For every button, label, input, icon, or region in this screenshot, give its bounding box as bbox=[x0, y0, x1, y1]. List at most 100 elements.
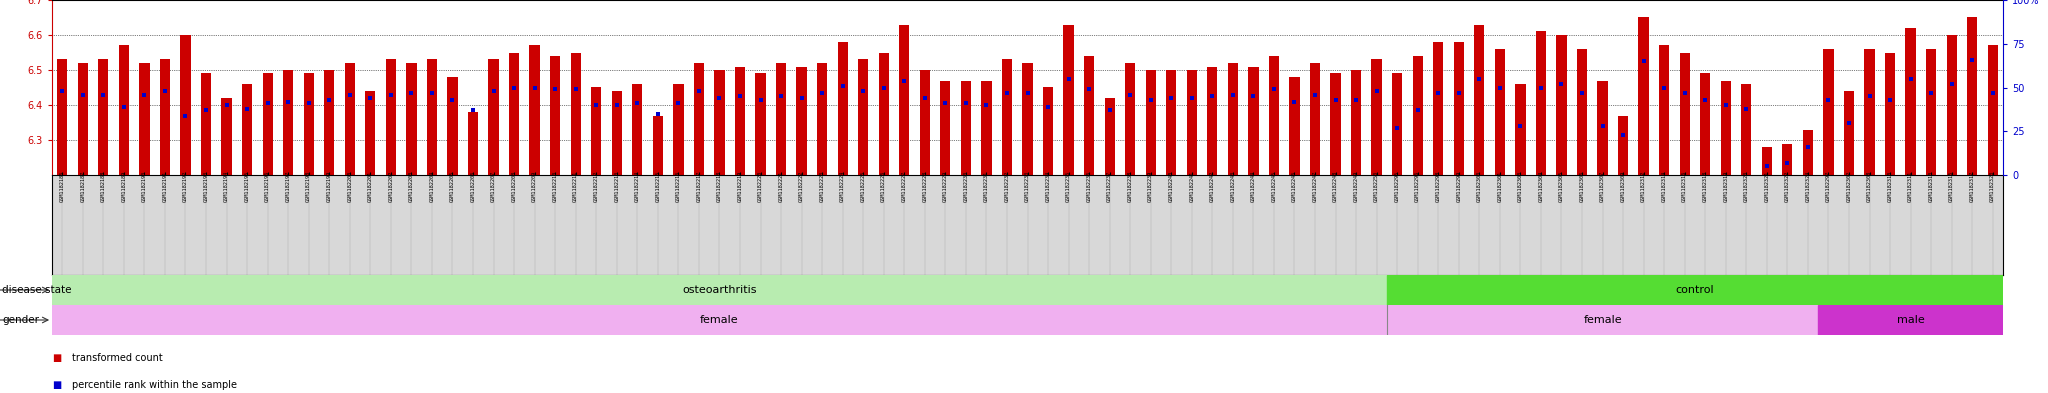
Bar bbox=[838, 42, 848, 175]
Point bbox=[1524, 84, 1556, 91]
Point bbox=[1956, 56, 1989, 62]
Point bbox=[498, 84, 530, 91]
Bar bbox=[1104, 98, 1114, 175]
Bar bbox=[940, 81, 950, 175]
Bar bbox=[1270, 56, 1280, 175]
Point bbox=[1462, 75, 1495, 82]
Bar bbox=[262, 73, 272, 175]
Point bbox=[1176, 95, 1208, 101]
Bar bbox=[1386, 275, 2003, 305]
Bar bbox=[180, 35, 190, 175]
Point bbox=[272, 98, 305, 105]
Bar bbox=[139, 63, 150, 175]
Text: control: control bbox=[1675, 285, 1714, 295]
Bar bbox=[551, 56, 561, 175]
Point bbox=[1935, 81, 1968, 87]
Bar bbox=[221, 98, 231, 175]
Bar bbox=[1905, 28, 1915, 175]
Point bbox=[1915, 90, 1948, 96]
Bar bbox=[510, 53, 520, 175]
Bar bbox=[961, 81, 971, 175]
Point bbox=[1976, 90, 2009, 96]
Point bbox=[764, 93, 797, 99]
Bar bbox=[1823, 49, 1833, 175]
Point bbox=[231, 105, 264, 112]
Point bbox=[1360, 88, 1393, 94]
Bar bbox=[1761, 147, 1772, 175]
Point bbox=[559, 86, 592, 92]
Bar bbox=[1700, 73, 1710, 175]
Bar bbox=[1186, 70, 1196, 175]
Bar bbox=[715, 70, 725, 175]
Point bbox=[621, 100, 653, 107]
Bar bbox=[1413, 56, 1423, 175]
Bar bbox=[653, 116, 664, 175]
Bar bbox=[119, 46, 129, 175]
Bar bbox=[879, 53, 889, 175]
Bar bbox=[385, 59, 395, 175]
Bar bbox=[98, 59, 109, 175]
Text: osteoarthritis: osteoarthritis bbox=[682, 285, 756, 295]
Point bbox=[1380, 125, 1413, 131]
Point bbox=[45, 88, 78, 94]
Point bbox=[1073, 86, 1106, 92]
Point bbox=[1628, 58, 1661, 64]
Point bbox=[846, 88, 879, 94]
Bar bbox=[1989, 46, 1999, 175]
Bar bbox=[426, 59, 436, 175]
Bar bbox=[283, 70, 293, 175]
Point bbox=[1565, 90, 1597, 96]
Point bbox=[1135, 97, 1167, 103]
Bar bbox=[1454, 42, 1464, 175]
Bar bbox=[1386, 305, 1819, 335]
Point bbox=[889, 77, 922, 84]
Point bbox=[971, 102, 1004, 108]
Bar bbox=[1884, 53, 1894, 175]
Point bbox=[1217, 91, 1249, 97]
Point bbox=[395, 90, 428, 96]
Point bbox=[477, 88, 510, 94]
Bar bbox=[1843, 91, 1853, 175]
Point bbox=[909, 95, 942, 101]
Bar bbox=[365, 91, 375, 175]
Point bbox=[416, 90, 449, 96]
Bar bbox=[303, 73, 313, 175]
Bar bbox=[1001, 59, 1012, 175]
Point bbox=[86, 91, 119, 97]
Point bbox=[1812, 97, 1845, 103]
Point bbox=[641, 110, 674, 117]
Bar bbox=[446, 77, 457, 175]
Point bbox=[1196, 93, 1229, 99]
Text: male: male bbox=[1896, 315, 1925, 325]
Point bbox=[1772, 160, 1804, 166]
Bar bbox=[1782, 143, 1792, 175]
Text: ■: ■ bbox=[51, 353, 61, 363]
Point bbox=[334, 91, 367, 97]
Bar bbox=[1393, 73, 1403, 175]
Bar bbox=[1802, 130, 1812, 175]
Point bbox=[1114, 91, 1147, 97]
Point bbox=[1503, 123, 1536, 129]
Bar bbox=[1124, 63, 1135, 175]
Point bbox=[743, 97, 776, 103]
Bar bbox=[201, 73, 211, 175]
Point bbox=[1792, 144, 1825, 150]
Bar bbox=[51, 305, 1386, 335]
Bar bbox=[1227, 63, 1237, 175]
Point bbox=[868, 84, 901, 91]
Bar bbox=[324, 70, 334, 175]
Bar bbox=[1659, 46, 1669, 175]
Point bbox=[1278, 98, 1311, 105]
Point bbox=[1544, 81, 1577, 87]
Point bbox=[723, 93, 756, 99]
Point bbox=[1483, 84, 1516, 91]
Text: transformed count: transformed count bbox=[72, 353, 164, 363]
Point bbox=[1319, 97, 1352, 103]
Point bbox=[170, 112, 203, 119]
Bar bbox=[1145, 70, 1155, 175]
Bar bbox=[1331, 73, 1341, 175]
Bar bbox=[242, 84, 252, 175]
Point bbox=[1833, 119, 1866, 126]
Bar bbox=[1925, 49, 1935, 175]
Point bbox=[1710, 102, 1743, 108]
